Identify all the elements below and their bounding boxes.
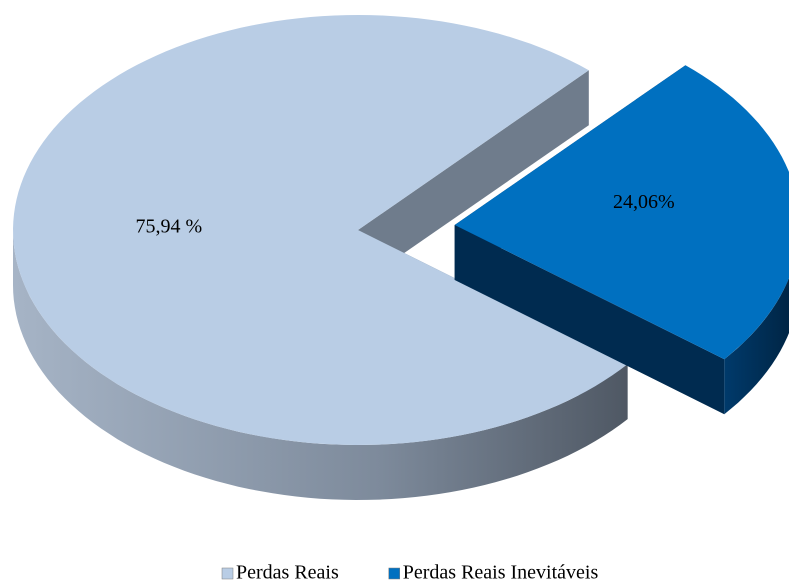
slice-side (13, 230, 628, 500)
labels: 75,94 % 24,06% (136, 191, 675, 237)
data-label: 24,06% (613, 191, 675, 213)
legend-swatch (221, 567, 234, 580)
legend-label: Perdas Reais Inevitáveis (403, 562, 599, 584)
data-label: 75,94 % (136, 215, 203, 237)
legend-swatch (388, 567, 401, 580)
slice (454, 65, 789, 360)
legend-label: Perdas Reais (236, 562, 339, 584)
legend: Perdas Reais Perdas Reais Inevitáveis (221, 562, 599, 584)
slice (13, 15, 628, 445)
pie (13, 15, 789, 500)
slice-face (454, 225, 725, 415)
slice-face (358, 70, 589, 285)
slice-side (724, 277, 789, 415)
